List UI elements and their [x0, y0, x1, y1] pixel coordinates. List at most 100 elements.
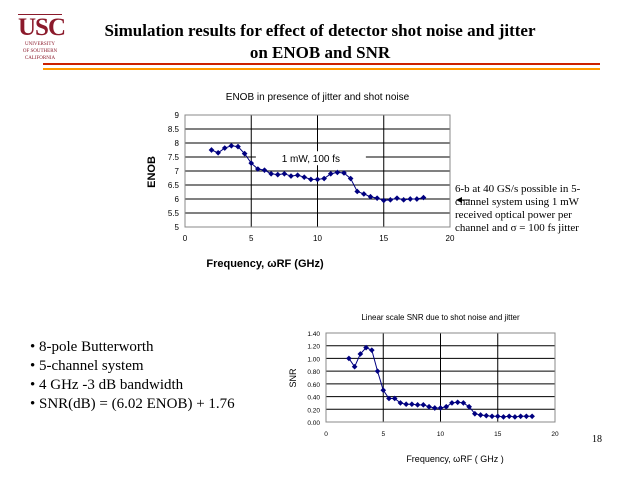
arrow-head: [456, 197, 462, 203]
c1-y-tick-label: 1.20: [307, 344, 320, 351]
logo-subtext-1: UNIVERSITY: [25, 42, 55, 47]
c1-data-point: [420, 402, 427, 408]
orange-rule: [43, 68, 600, 70]
c1-data-point: [357, 351, 364, 357]
c0-y-tick-label: 5: [175, 223, 180, 232]
c0-data-point: [380, 197, 387, 204]
c0-data-point: [235, 143, 241, 150]
c1-data-point: [529, 413, 535, 420]
c1-y-tick-label: 0.60: [307, 382, 320, 389]
c0-y-tick-label: 5.5: [168, 209, 180, 218]
c0-data-point: [308, 176, 314, 183]
c0-data-point: [414, 196, 420, 202]
c0-data-point: [294, 172, 301, 179]
c0-data-point: [228, 142, 235, 149]
c1-data-point: [386, 395, 392, 402]
c1-data-point: [368, 347, 375, 353]
c1-data-point: [403, 401, 409, 408]
c1-data-point: [391, 395, 398, 402]
c1-data-point: [494, 413, 501, 420]
c0-data-point: [221, 145, 228, 151]
c1-data-point: [512, 414, 518, 420]
c1-y-tick-label: 1.00: [307, 356, 320, 363]
slide-title: Simulation results for effect of detecto…: [60, 20, 580, 64]
c0-title: ENOB in presence of jitter and shot nois…: [226, 92, 410, 103]
c1-data-point: [397, 400, 404, 406]
c0-data-point: [288, 173, 294, 179]
c0-x-axis-label: Frequency, ωRF (GHz): [206, 258, 324, 270]
c1-data-point: [449, 400, 455, 406]
c0-data-point: [354, 188, 361, 195]
logo-subtext-2: OF SOUTHERN: [22, 49, 58, 54]
c1-x-tick-label: 5: [381, 431, 385, 438]
c0-data-point: [215, 149, 221, 156]
c1-data-point: [414, 402, 421, 408]
c0-y-tick-label: 7: [175, 167, 180, 176]
c1-data-point: [380, 387, 387, 394]
c0-x-tick-label: 15: [379, 234, 388, 243]
c0-data-point: [387, 197, 394, 203]
c1-data-point: [466, 403, 472, 410]
c0-data-point: [314, 176, 321, 183]
c1-y-tick-label: 0.80: [307, 369, 320, 376]
usc-logo: USC UNIVERSITY OF SOUTHERN CALIFORNIA: [18, 14, 66, 62]
c0-data-point: [261, 167, 268, 173]
c1-data-point: [500, 414, 507, 420]
result-note: 6-b at 40 GS/s possible in 5-channel sys…: [455, 183, 581, 234]
c0-data-point: [374, 195, 380, 201]
c0-data-point: [367, 193, 374, 200]
logo-subtext-3: CALIFORNIA: [24, 56, 56, 61]
c1-data-point: [506, 413, 513, 420]
c1-data-point: [437, 405, 444, 411]
title-line-1: Simulation results for effect of detecto…: [104, 21, 536, 40]
bullet-item: • SNR(dB) = (6.02 ENOB) + 1.76: [30, 396, 235, 412]
c1-y-tick-label: 0.20: [307, 407, 320, 414]
c0-data-point: [327, 170, 334, 177]
red-rule: [43, 63, 600, 65]
c0-data-point: [241, 150, 248, 157]
c1-x-tick-label: 0: [324, 431, 328, 438]
title-line-2: on ENOB and SNR: [249, 43, 391, 62]
c1-data-point: [472, 410, 478, 417]
c0-data-point: [255, 166, 261, 172]
c1-x-axis-label: Frequency, ωRF ( GHz ): [406, 454, 503, 464]
bullet-list: • 8-pole Butterworth • 5-channel system …: [30, 338, 235, 414]
c1-data-point: [374, 368, 381, 374]
c0-data-point: [274, 171, 281, 178]
c0-annotation: 1 mW, 100 fs: [282, 154, 340, 165]
c0-data-point: [281, 170, 288, 177]
logo-text: USC: [18, 14, 66, 41]
c1-data-point: [363, 344, 369, 351]
c0-data-point: [361, 191, 367, 197]
c0-data-point: [321, 175, 327, 182]
c0-y-axis-label: ENOB: [146, 156, 158, 188]
c1-plot-frame: [325, 332, 556, 423]
c0-annotation-bg: [255, 151, 366, 166]
bullet-item: • 5-channel system: [30, 358, 144, 374]
c0-data-point: [248, 160, 255, 166]
c0-data-point: [400, 197, 407, 203]
c1-data-point: [523, 413, 530, 420]
bullet-item: • 4 GHz -3 dB bandwidth: [30, 377, 184, 393]
c0-plot-frame: [184, 114, 451, 228]
c0-y-tick-label: 6: [175, 195, 180, 204]
c0-data-point: [268, 170, 274, 177]
bullet-item: • 8-pole Butterworth: [30, 339, 154, 355]
c1-x-tick-label: 20: [551, 431, 559, 438]
c1-x-tick-label: 15: [494, 431, 502, 438]
c0-data-point: [347, 175, 354, 182]
c1-data-point: [346, 355, 352, 362]
c0-y-tick-label: 7.5: [168, 153, 180, 162]
c0-x-tick-label: 5: [249, 234, 254, 243]
c0-y-tick-label: 9: [175, 111, 180, 120]
c0-x-tick-label: 20: [446, 234, 455, 243]
c1-title: Linear scale SNR due to shot noise and j…: [361, 313, 520, 322]
c1-x-tick-label: 10: [437, 431, 445, 438]
c0-data-point: [407, 196, 414, 202]
c1-data-point: [460, 400, 467, 406]
c0-y-tick-label: 8.5: [168, 125, 180, 134]
c1-y-tick-label: 1.40: [307, 331, 320, 338]
c0-x-tick-label: 0: [183, 234, 188, 243]
c1-y-tick-label: 0.00: [307, 420, 320, 427]
